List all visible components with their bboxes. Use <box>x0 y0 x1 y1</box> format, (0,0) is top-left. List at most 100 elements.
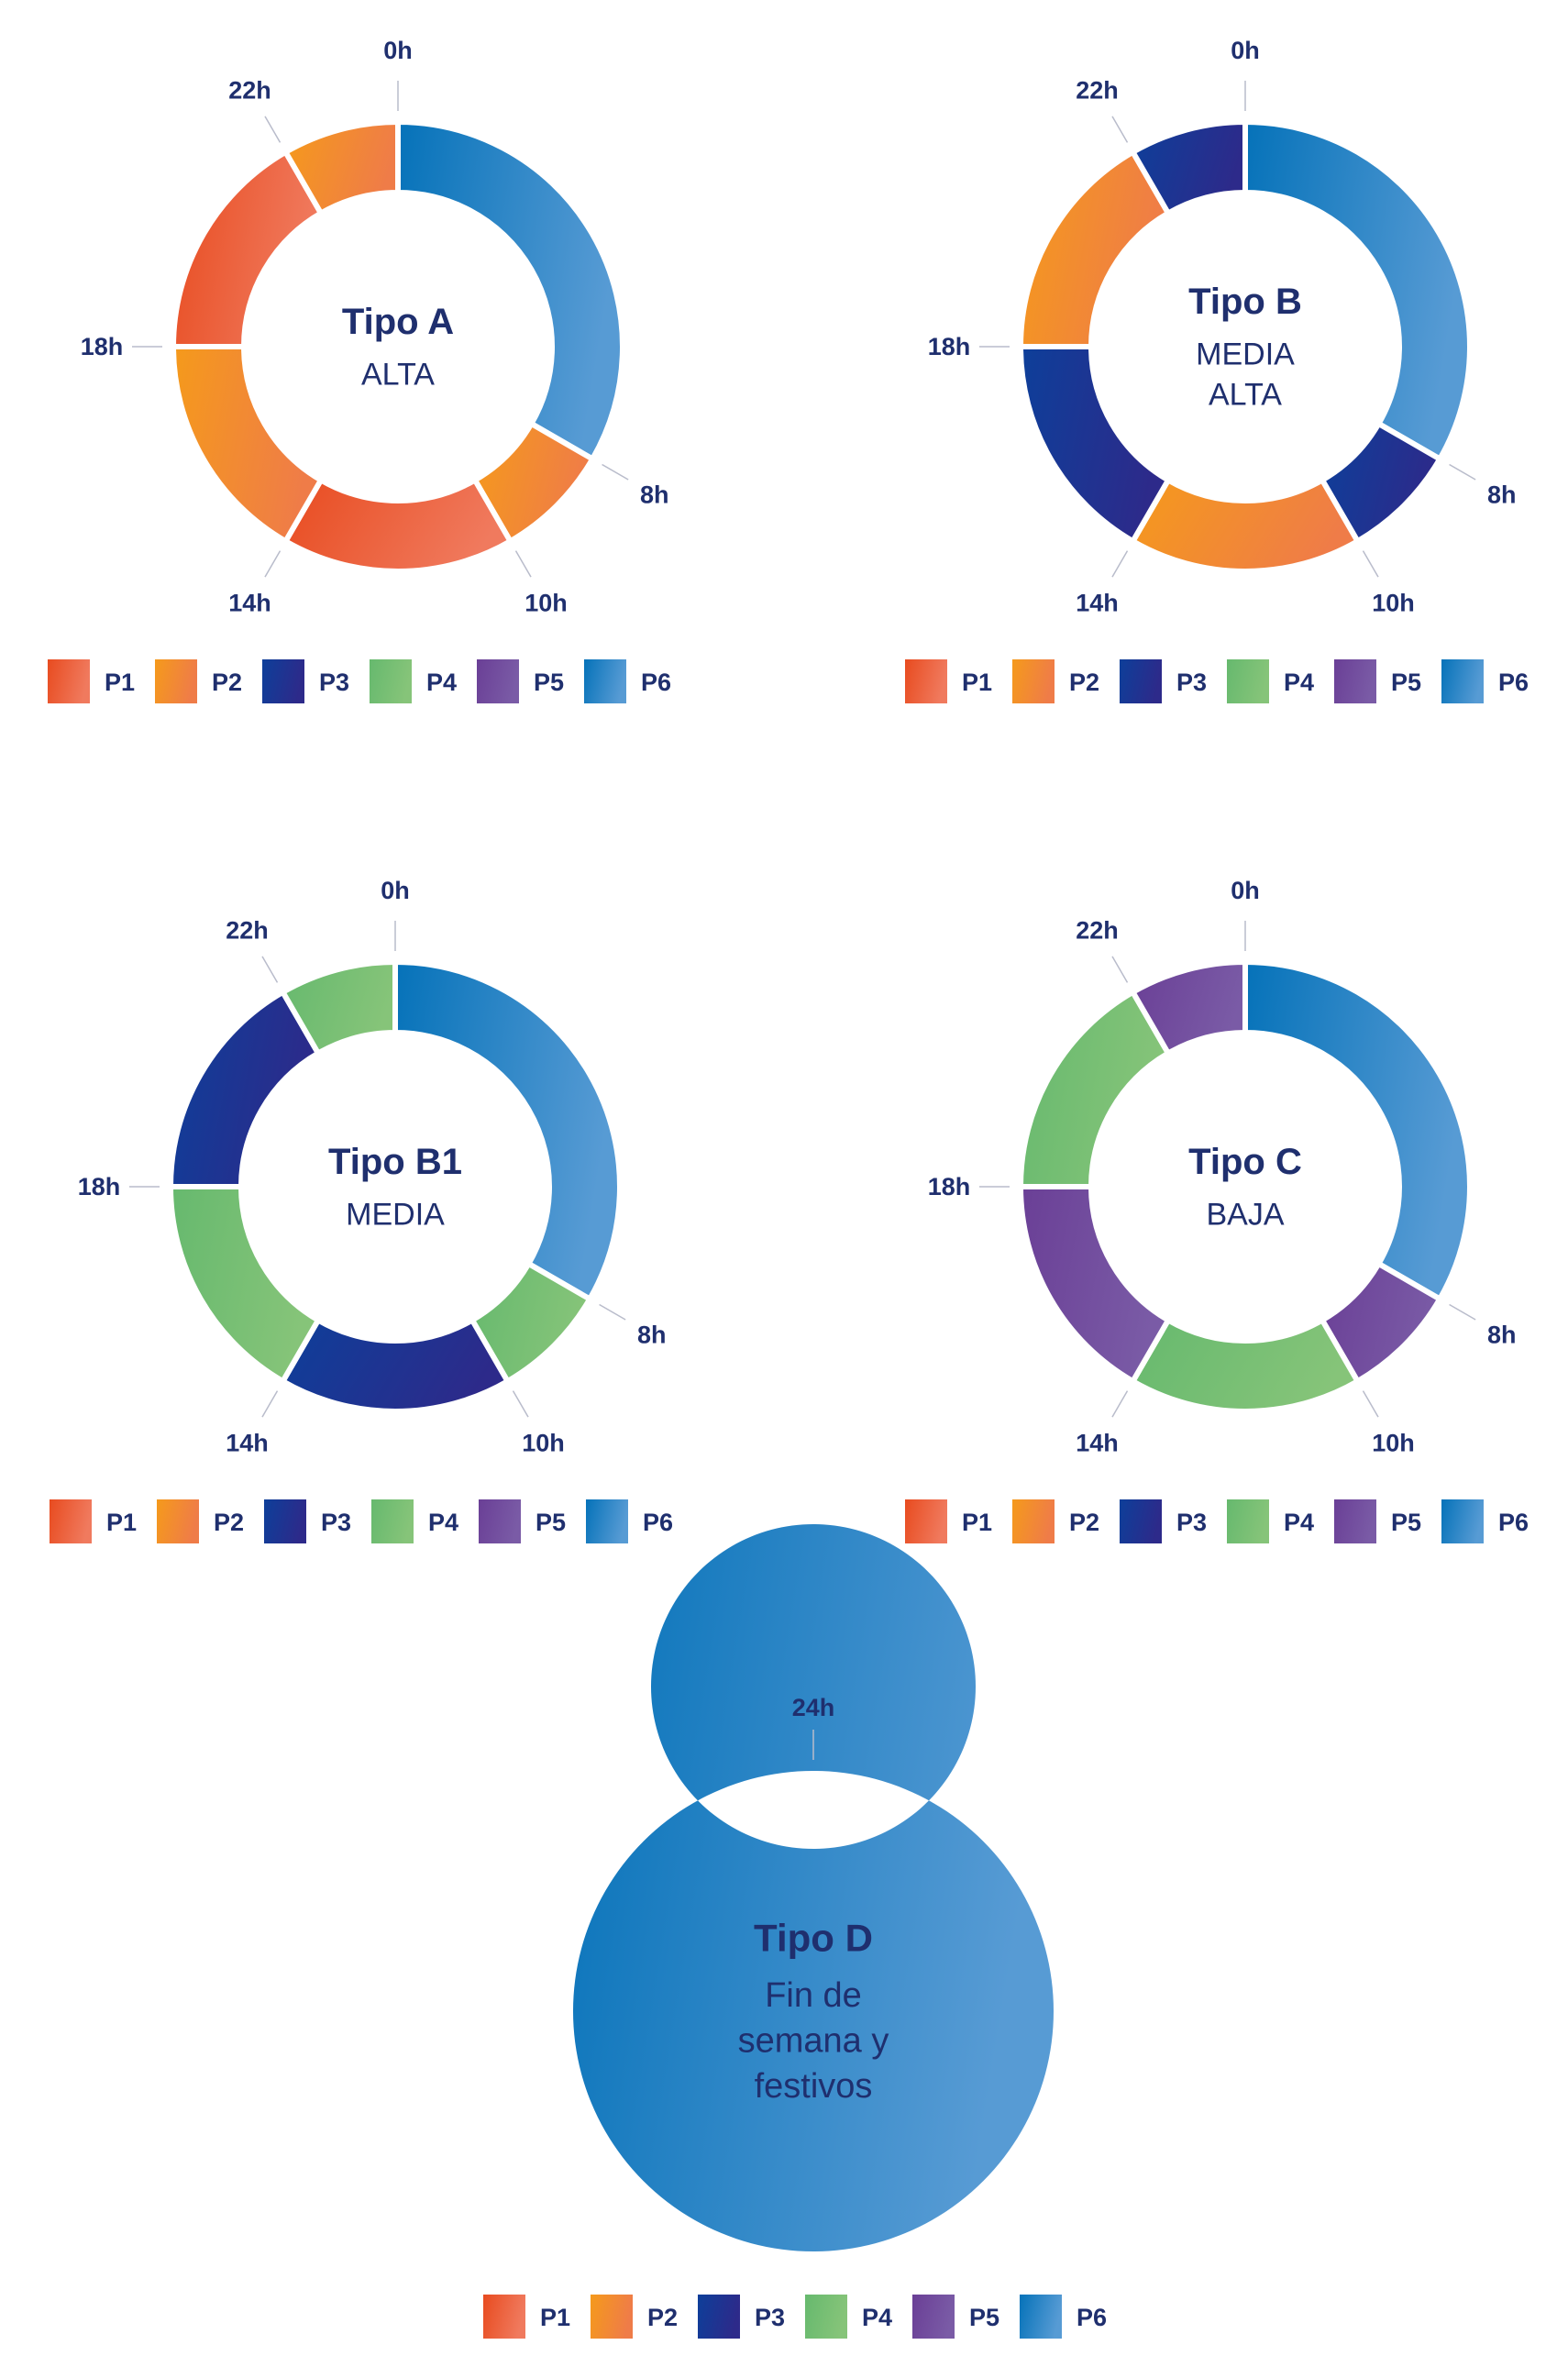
chart-subtitle-line: semana y <box>738 2022 889 2061</box>
legend-label-p2: P2 <box>212 669 242 696</box>
tick-line <box>1111 550 1129 578</box>
legend-label-p3: P3 <box>319 669 349 696</box>
legend-label-p6: P6 <box>1498 1509 1529 1536</box>
chart-subtitle-line: MEDIA <box>346 1197 445 1232</box>
tick-line <box>1449 463 1476 481</box>
legend-swatch-p5 <box>479 1499 521 1543</box>
segment-p4-14-18 <box>167 1184 323 1386</box>
segment-p1-10-14 <box>282 476 514 574</box>
tick-label-8h: 8h <box>640 481 669 509</box>
tick-line <box>512 1390 529 1418</box>
donut-chart-3: 0h 8h 10h 14h 18h 22h Tipo B1 MEDIA P1 P2 P3 P4 P5 P6 <box>50 877 673 1543</box>
legend-label-p5: P5 <box>1391 669 1421 696</box>
legend-label-p4: P4 <box>428 1509 458 1536</box>
tick-label-14h: 14h <box>1076 590 1119 617</box>
legend-swatch-p1 <box>48 659 90 703</box>
legend-swatch-p2 <box>1012 1499 1055 1543</box>
legend: P1 P2 P3 P4 P5 P6 <box>48 659 671 703</box>
legend-swatch-p2 <box>591 2295 633 2339</box>
segment-p3-18-22 <box>167 988 323 1189</box>
tick-label-22h: 22h <box>1076 916 1119 944</box>
legend-swatch-p4 <box>370 659 412 703</box>
legend-label-p6: P6 <box>1077 2304 1107 2331</box>
chart-subtitle-line: ALTA <box>1209 378 1282 413</box>
chart-subtitle-line: BAJA <box>1206 1197 1284 1232</box>
segment-p5-14-18 <box>1017 1184 1173 1386</box>
tick-label-22h: 22h <box>228 76 271 104</box>
legend-label-p1: P1 <box>106 1509 137 1536</box>
chart-subtitle-line: festivos <box>755 2067 873 2106</box>
legend-swatch-p6 <box>1441 659 1484 703</box>
tick-line <box>1111 116 1129 143</box>
tick-label-18h: 18h <box>928 1173 971 1200</box>
segment-p2-22-24 <box>282 118 401 217</box>
legend-swatch-p1 <box>905 659 947 703</box>
tick-line <box>264 116 282 143</box>
legend-label-p3: P3 <box>1176 669 1207 696</box>
tick-line <box>1111 956 1129 983</box>
legend-swatch-p1 <box>905 1499 947 1543</box>
tick-label-0h: 0h <box>381 877 410 904</box>
tick-label-10h: 10h <box>1372 590 1415 617</box>
legend-swatch-p6 <box>586 1499 628 1543</box>
legend-label-p6: P6 <box>641 669 671 696</box>
legend-swatch-p3 <box>698 2295 740 2339</box>
tick-label-0h: 0h <box>383 37 413 64</box>
segment-p6-0-8 <box>1242 958 1474 1303</box>
chart-title: Tipo A <box>342 302 454 342</box>
legend-label-p1: P1 <box>962 1509 992 1536</box>
tick-label-0h: 0h <box>1231 877 1260 904</box>
legend: P1 P2 P3 P4 P5 P6 <box>50 1499 673 1543</box>
tick-label-10h: 10h <box>522 1430 565 1457</box>
donut-chart-1: 0h 8h 10h 14h 18h 22h Tipo A ALTA P1 P2 P3 P4 P5 P6 <box>48 37 671 703</box>
tick-label-8h: 8h <box>637 1322 667 1349</box>
segment-p5-22-24 <box>1129 958 1248 1057</box>
legend: P1 P2 P3 P4 P5 P6 <box>905 659 1529 703</box>
legend-label-p5: P5 <box>1391 1509 1421 1536</box>
segment-p4-22-24 <box>279 958 398 1057</box>
legend: P1 P2 P3 P4 P5 P6 <box>905 1499 1529 1543</box>
donut-chart-4: 0h 8h 10h 14h 18h 22h Tipo C BAJA P1 P2 P3 P4 P5 P6 <box>905 877 1529 1543</box>
legend-swatch-p4 <box>1227 1499 1269 1543</box>
legend-swatch-p3 <box>262 659 304 703</box>
chart-title: Tipo D <box>754 1916 873 1959</box>
legend-swatch-p5 <box>1334 1499 1376 1543</box>
legend-swatch-p1 <box>50 1499 92 1543</box>
legend-label-p4: P4 <box>1284 1509 1314 1536</box>
legend-swatch-p4 <box>1227 659 1269 703</box>
segment-p2-18-22 <box>1017 148 1173 349</box>
segment-p2-14-18 <box>170 344 326 546</box>
legend-swatch-p3 <box>264 1499 306 1543</box>
legend-swatch-p4 <box>371 1499 414 1543</box>
legend-label-p5: P5 <box>969 2304 999 2331</box>
tick-label-14h: 14h <box>1076 1430 1119 1457</box>
legend-label-p4: P4 <box>426 669 457 696</box>
segment-p2-10-14 <box>1129 476 1362 574</box>
tick-line <box>1111 1390 1129 1418</box>
legend-swatch-p5 <box>912 2295 955 2339</box>
tick-label-14h: 14h <box>228 590 271 617</box>
tick-label-18h: 18h <box>928 333 971 360</box>
tick-label-10h: 10h <box>1372 1430 1415 1457</box>
tick-label-8h: 8h <box>1487 1322 1517 1349</box>
legend-label-p2: P2 <box>647 2304 678 2331</box>
segment-p6-0-8 <box>1242 118 1474 463</box>
tick-line <box>1449 1303 1476 1321</box>
legend-label-p2: P2 <box>1069 1509 1099 1536</box>
chart-title: Tipo C <box>1188 1142 1302 1182</box>
legend-swatch-p4 <box>805 2295 847 2339</box>
tick-line <box>1362 1390 1379 1418</box>
segment-p3-14-18 <box>1017 344 1173 546</box>
tick-label-10h: 10h <box>525 590 568 617</box>
segment-p6-0-8 <box>392 958 623 1303</box>
tick-line <box>514 550 532 578</box>
tick-line <box>261 956 279 983</box>
tick-line <box>264 550 282 578</box>
segment-p6-0-8 <box>395 118 625 463</box>
tick-label: 24h <box>792 1694 835 1721</box>
legend-label-p5: P5 <box>534 669 564 696</box>
legend-label-p6: P6 <box>1498 669 1529 696</box>
legend-label-p2: P2 <box>214 1509 244 1536</box>
legend-label-p1: P1 <box>962 669 992 696</box>
